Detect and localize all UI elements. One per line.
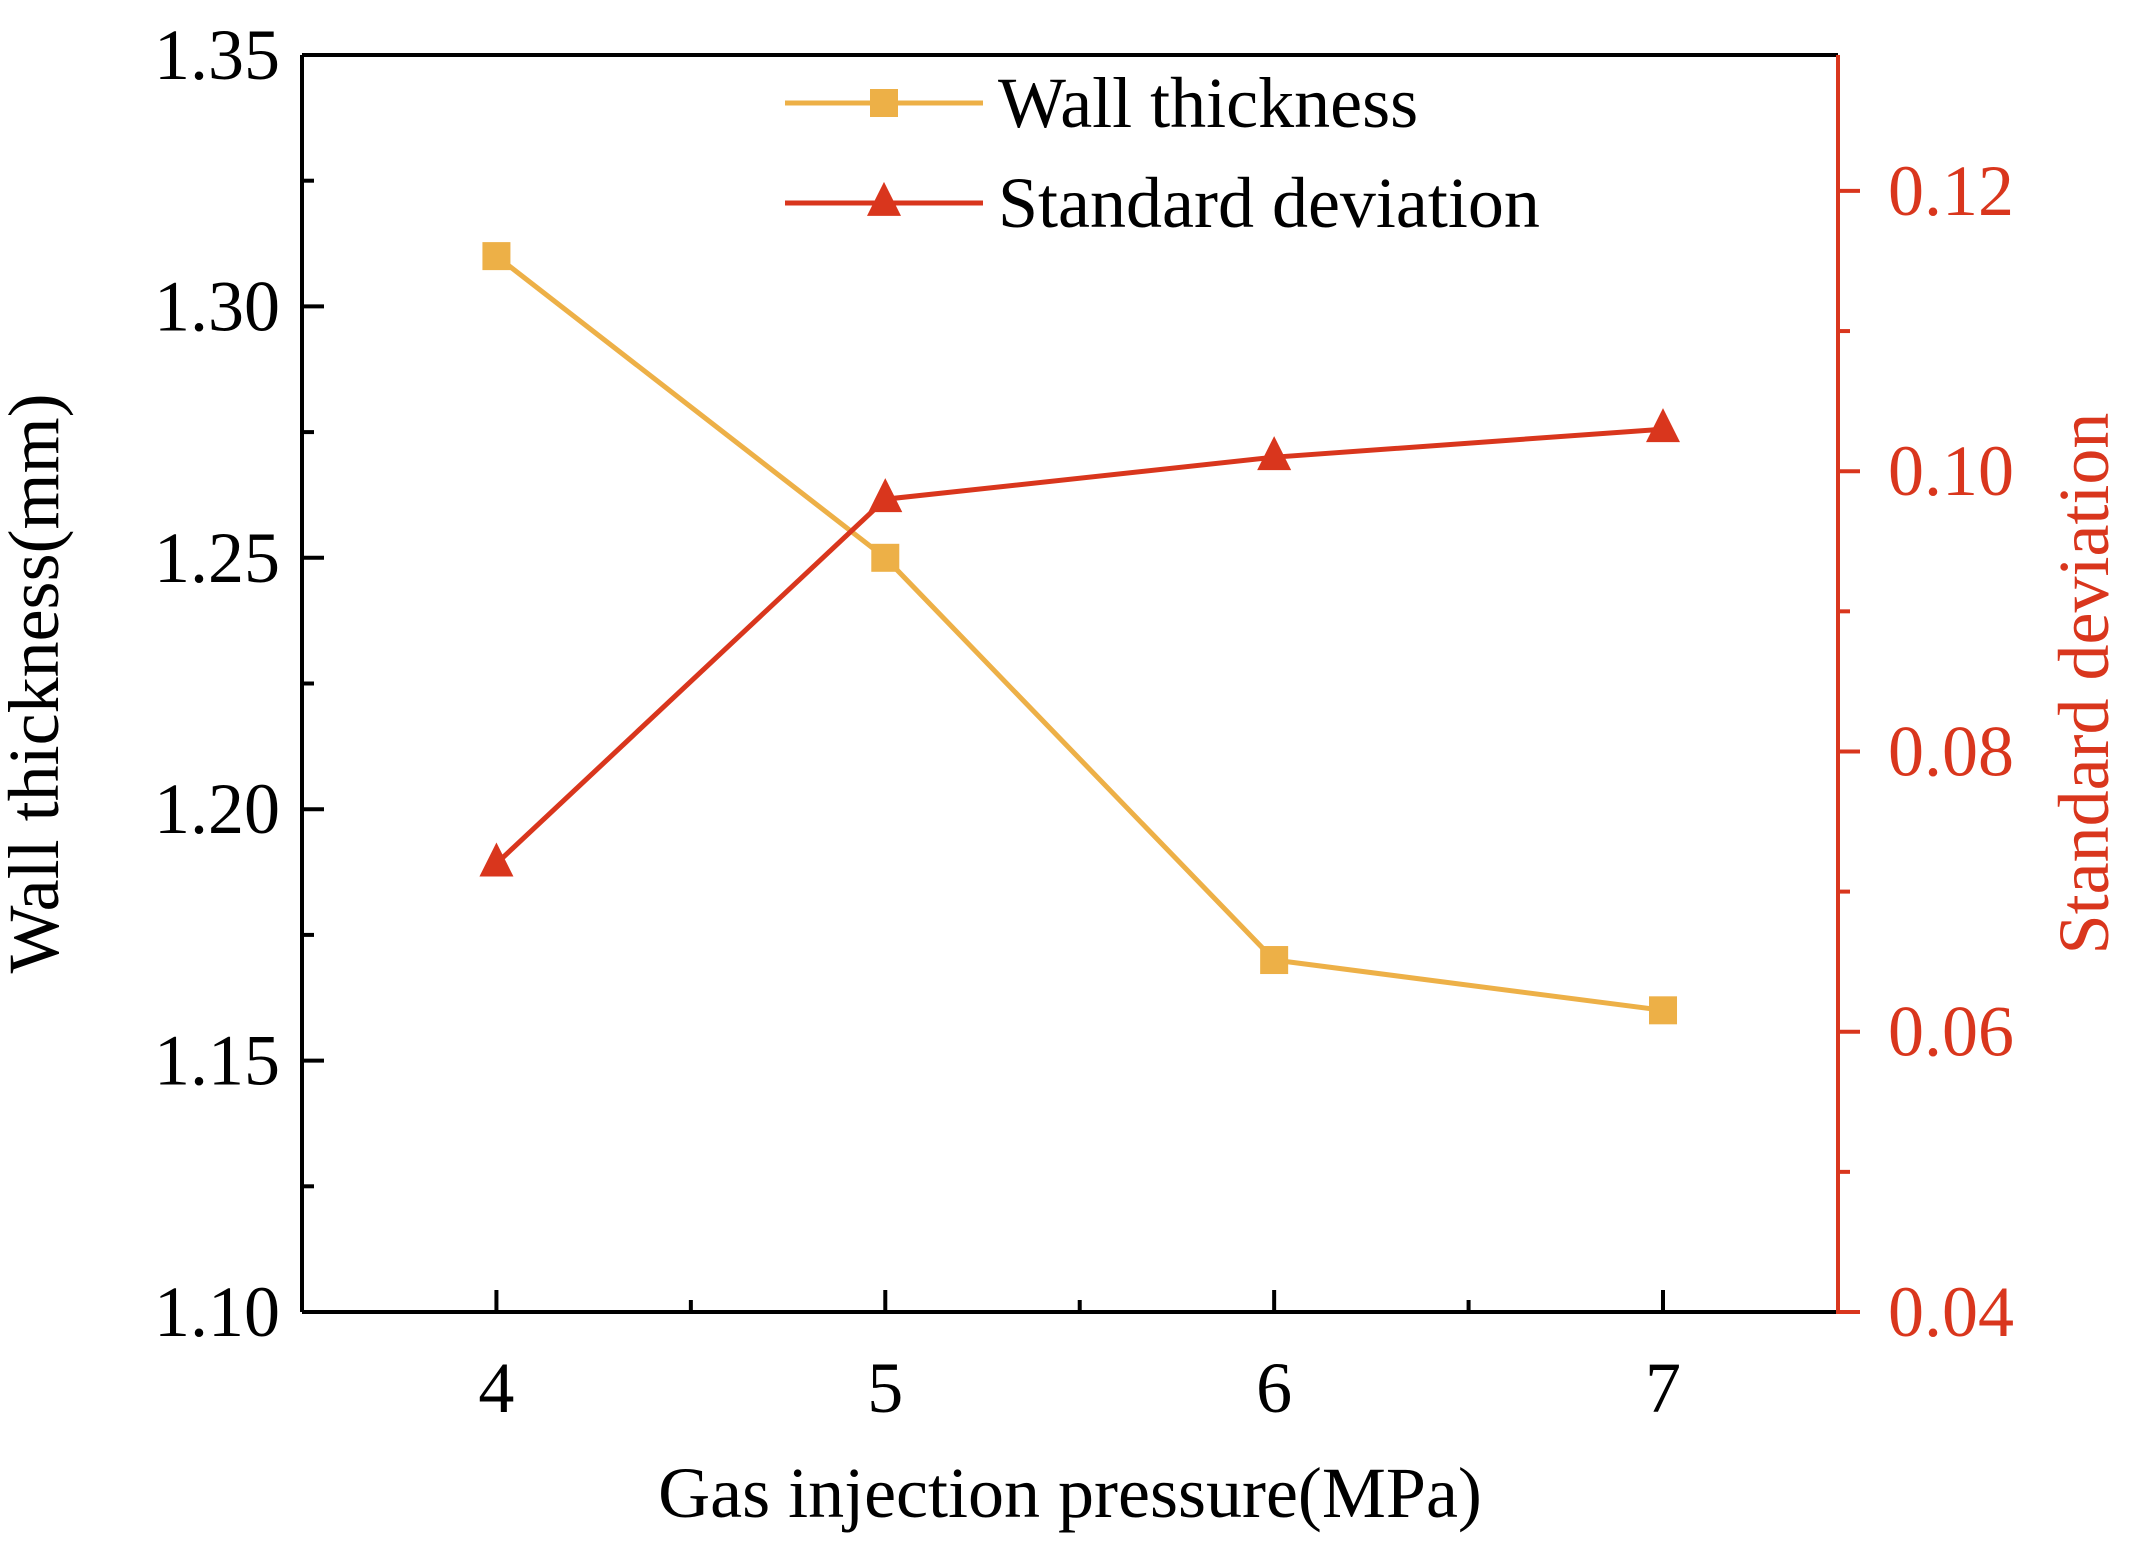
legend-square-icon [870,89,898,117]
data-point-square [1649,996,1678,1025]
x-tick-label: 4 [478,1348,514,1428]
y-left-axis-title: Wall thickness(mm) [0,393,74,973]
legend-item: Wall thickness [785,63,1418,143]
data-point-square [482,242,511,271]
y-right-tick-label: 0.04 [1888,1272,2014,1352]
x-tick-label: 6 [1256,1348,1292,1428]
series-standard-deviation [479,408,1681,877]
y-right-tick-label: 0.12 [1888,151,2014,231]
y-right-tick-label: 0.10 [1888,431,2014,511]
series-wall-thickness [482,242,1678,1025]
y-left-tick-label: 1.25 [154,518,280,598]
y-left-tick-label: 1.20 [154,769,280,849]
series-line [494,254,1664,1013]
y-right-tick-label: 0.08 [1888,711,2014,791]
data-point-triangle [1257,436,1292,471]
x-axis-title: Gas injection pressure(MPa) [658,1453,1482,1533]
data-point-triangle [1646,408,1681,443]
data-point-triangle [479,842,514,877]
legend-triangle-icon [867,181,901,216]
y-right-axis-title: Standard deviation [2044,413,2124,955]
legend-item: Standard deviation [785,163,1540,243]
data-point-square [1260,946,1289,975]
legend-label: Standard deviation [998,163,1540,243]
y-left-tick-label: 1.15 [154,1021,280,1101]
series-line [494,426,1664,866]
x-tick-label: 5 [867,1348,903,1428]
data-point-triangle [868,478,903,513]
data-point-square [871,543,900,572]
y-left-tick-label: 1.35 [154,15,280,95]
legend-label: Wall thickness [998,63,1418,143]
x-tick-label: 7 [1645,1348,1681,1428]
y-left-tick-label: 1.10 [154,1272,280,1352]
y-right-tick-label: 0.06 [1888,992,2014,1072]
y-left-tick-label: 1.30 [154,266,280,346]
